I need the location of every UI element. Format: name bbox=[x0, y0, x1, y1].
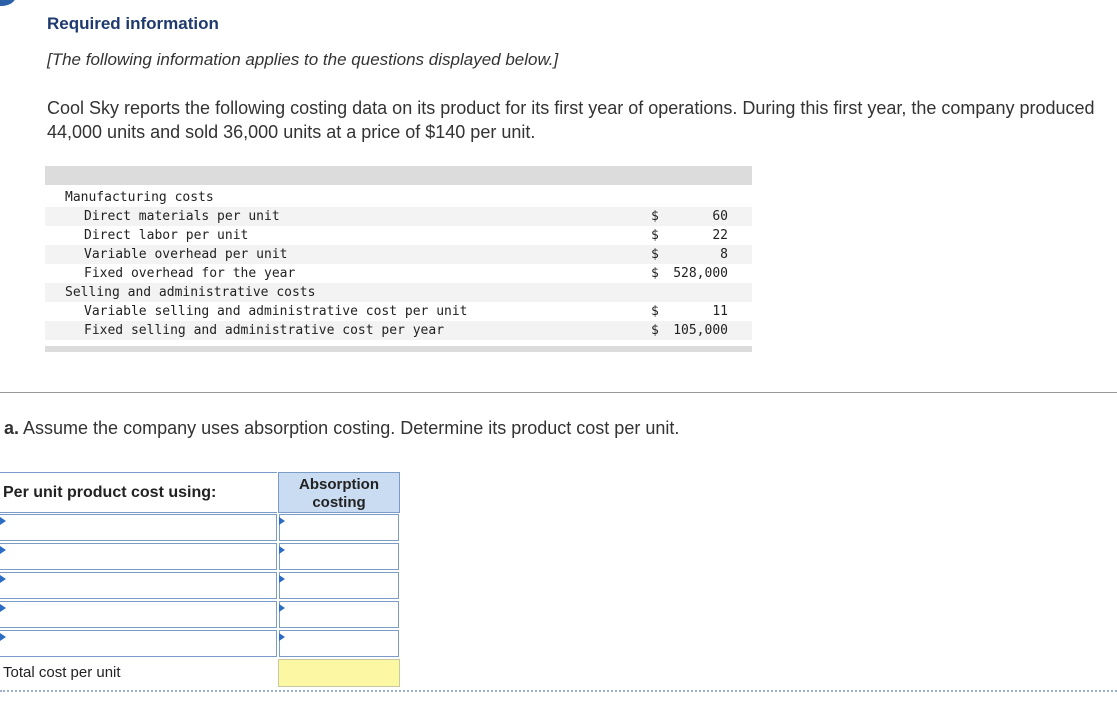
cost-currency: $ bbox=[651, 304, 659, 319]
total-value-cell bbox=[278, 659, 400, 687]
dropdown-arrow-icon bbox=[0, 633, 6, 641]
input-arrow-icon bbox=[279, 575, 285, 583]
answer-row bbox=[0, 601, 400, 628]
question-prefix: a. bbox=[4, 418, 20, 438]
dropdown-arrow-icon bbox=[0, 604, 6, 612]
cost-currency: $ bbox=[651, 323, 659, 338]
cost-value: 8 bbox=[720, 247, 728, 262]
cost-item-dropdown[interactable] bbox=[0, 514, 277, 541]
cost-label: Fixed overhead for the year bbox=[84, 266, 296, 281]
required-info-title: Required information bbox=[47, 14, 219, 33]
answer-row bbox=[0, 543, 400, 570]
cost-currency: $ bbox=[651, 266, 659, 281]
input-arrow-icon bbox=[279, 604, 285, 612]
answer-row bbox=[0, 514, 400, 541]
cost-label: Direct materials per unit bbox=[84, 209, 280, 224]
answer-row bbox=[0, 572, 400, 599]
cost-item-dropdown[interactable] bbox=[0, 630, 277, 657]
cost-currency: $ bbox=[651, 209, 659, 224]
cost-row: Manufacturing costs bbox=[45, 188, 752, 207]
total-row: Total cost per unit bbox=[0, 658, 400, 688]
cost-currency: $ bbox=[651, 228, 659, 243]
section-divider bbox=[0, 392, 1117, 393]
costing-rows: Manufacturing costs Direct materials per … bbox=[45, 185, 752, 340]
costing-data-table: Manufacturing costs Direct materials per … bbox=[45, 166, 752, 352]
cost-value: 105,000 bbox=[673, 323, 728, 338]
absorption-costing-header: Absorption costing bbox=[278, 472, 400, 513]
cost-value: 11 bbox=[712, 304, 728, 319]
cost-item-dropdown[interactable] bbox=[0, 572, 277, 599]
cost-label: Variable overhead per unit bbox=[84, 247, 288, 262]
dropdown-arrow-icon bbox=[0, 517, 6, 525]
cost-item-dropdown[interactable] bbox=[0, 601, 277, 628]
table-top-bar bbox=[45, 166, 752, 185]
dropdown-arrow-icon bbox=[0, 546, 6, 554]
absorption-value-input[interactable] bbox=[279, 630, 399, 657]
cost-label: Selling and administrative costs bbox=[65, 285, 316, 300]
cost-label: Variable selling and administrative cost… bbox=[84, 304, 468, 319]
input-arrow-icon bbox=[279, 546, 285, 554]
nav-badge-icon[interactable] bbox=[0, 0, 16, 6]
absorption-value-input[interactable] bbox=[279, 543, 399, 570]
total-label: Total cost per unit bbox=[3, 664, 121, 681]
cost-value: 528,000 bbox=[673, 266, 728, 281]
cost-value: 60 bbox=[712, 209, 728, 224]
question-a: a. Assume the company uses absorption co… bbox=[4, 418, 679, 439]
cost-item-dropdown[interactable] bbox=[0, 543, 277, 570]
question-text: Assume the company uses absorption costi… bbox=[19, 418, 680, 438]
answer-table: Per unit product cost using: Absorption … bbox=[0, 472, 400, 688]
cost-row: Fixed selling and administrative cost pe… bbox=[45, 321, 752, 340]
problem-intro: Cool Sky reports the following costing d… bbox=[47, 98, 1095, 142]
input-arrow-icon bbox=[279, 517, 285, 525]
required-info-note: [The following information applies to th… bbox=[47, 50, 559, 69]
cost-value: 22 bbox=[712, 228, 728, 243]
cost-label: Direct labor per unit bbox=[84, 228, 249, 243]
cost-row: Selling and administrative costs bbox=[45, 283, 752, 302]
absorption-value-input[interactable] bbox=[279, 514, 399, 541]
input-arrow-icon bbox=[279, 633, 285, 641]
cost-label: Fixed selling and administrative cost pe… bbox=[84, 323, 445, 338]
dropdown-arrow-icon bbox=[0, 575, 6, 583]
cost-row: Fixed overhead for the year $528,000 bbox=[45, 264, 752, 283]
cost-row: Variable selling and administrative cost… bbox=[45, 302, 752, 321]
answer-header-label: Per unit product cost using: bbox=[0, 472, 277, 513]
cost-currency: $ bbox=[651, 247, 659, 262]
table-bottom-bar bbox=[45, 346, 752, 352]
cost-label: Manufacturing costs bbox=[65, 190, 214, 205]
answer-row bbox=[0, 630, 400, 657]
absorption-value-input[interactable] bbox=[279, 572, 399, 599]
absorption-value-input[interactable] bbox=[279, 601, 399, 628]
cost-row: Direct materials per unit $60 bbox=[45, 207, 752, 226]
cost-row: Direct labor per unit $22 bbox=[45, 226, 752, 245]
bottom-dotted-rule bbox=[0, 690, 1117, 692]
cost-row: Variable overhead per unit $8 bbox=[45, 245, 752, 264]
